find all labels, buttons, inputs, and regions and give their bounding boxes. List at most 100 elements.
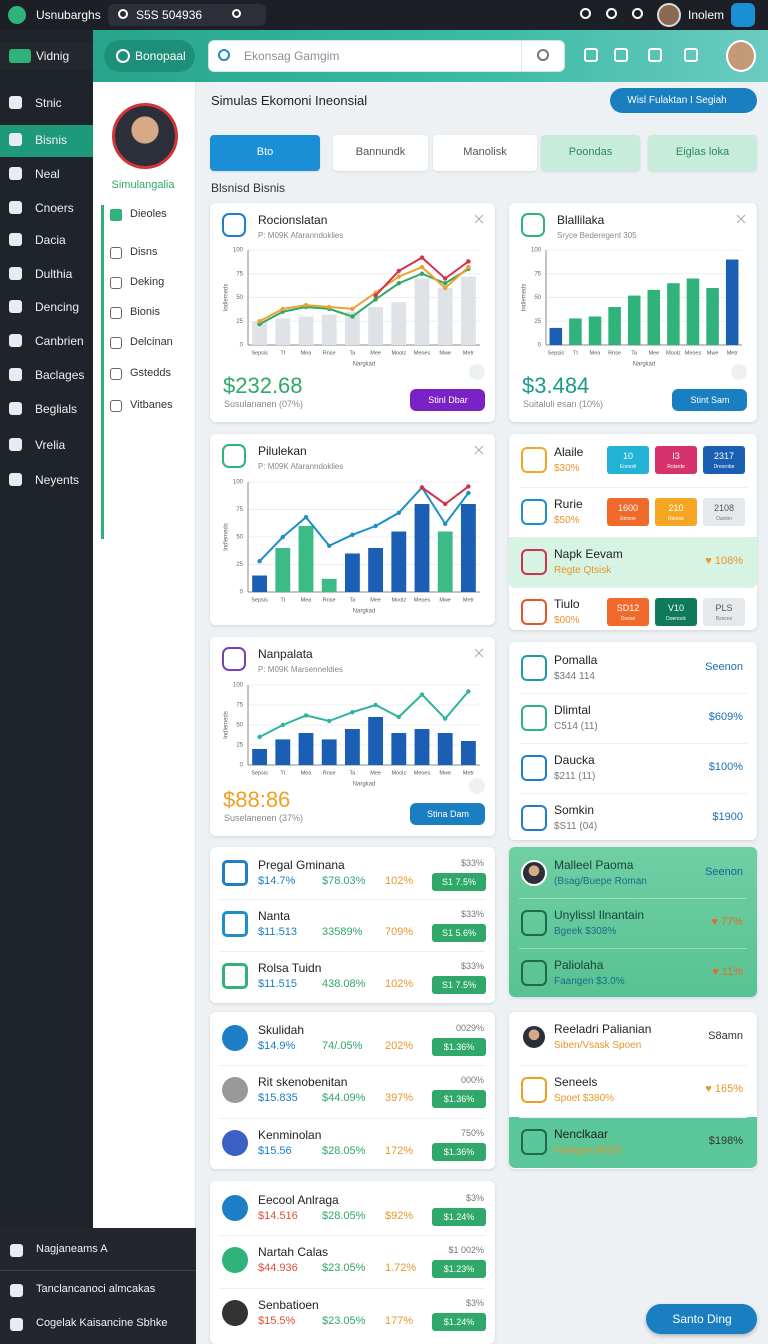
footer-icon[interactable] [10, 1284, 23, 1297]
row-title: Dlimtal [554, 702, 591, 717]
header-icon[interactable] [684, 48, 698, 62]
stat-box-label: Bsnces [715, 616, 733, 622]
sub-nav-icon[interactable] [110, 247, 122, 259]
row-button[interactable] [432, 924, 486, 942]
tab[interactable] [433, 135, 537, 171]
sub-nav-icon[interactable] [110, 337, 122, 349]
row-icon [521, 447, 547, 473]
header-icon[interactable] [614, 48, 628, 62]
stat-box [703, 598, 745, 626]
header-avatar[interactable] [726, 40, 756, 72]
row-stat: 172% [385, 1145, 414, 1158]
card-button[interactable] [410, 389, 485, 411]
card-title: Nanpalata [258, 646, 313, 661]
row-value: Seenon [705, 661, 743, 674]
sidebar-icon[interactable] [9, 368, 22, 381]
sidebar-icon[interactable] [9, 267, 22, 280]
card-button[interactable] [410, 803, 485, 825]
row-button-text: $1.23% [443, 1263, 475, 1274]
row-top-value: 750% [460, 1127, 484, 1138]
row-stat: $15.5% [258, 1315, 296, 1328]
row-icon [521, 860, 547, 886]
row-button[interactable] [432, 873, 486, 891]
row-button[interactable] [432, 1090, 486, 1108]
sidebar-icon[interactable] [9, 96, 22, 109]
top-search[interactable] [108, 4, 266, 26]
footer-icon[interactable] [10, 1244, 23, 1257]
row-button[interactable] [432, 1260, 486, 1278]
stat-box [703, 446, 745, 474]
row-value: $1900 [712, 811, 743, 824]
tab[interactable] [333, 135, 428, 171]
sidebar-item: Cnoers [35, 200, 74, 215]
row-subtitle: C514 (11) [554, 721, 598, 732]
sub-nav-icon[interactable] [110, 368, 122, 380]
card-subtitle: P: M09K Marsenneldies [258, 665, 343, 675]
section-title: Blsnisd Bisnis [211, 180, 286, 195]
row-subtitle: Spoet $380% [554, 1093, 615, 1104]
sub-nav-item: Disns [130, 246, 158, 259]
card-value: $88:86 [223, 786, 291, 812]
sidebar-icon[interactable] [9, 402, 22, 415]
row-button-text: S1 7.5% [441, 979, 477, 990]
page-title: Simulas Ekomoni Ineonsial [211, 93, 368, 109]
row-button-text: S1 7.5% [441, 876, 477, 887]
row-icon [222, 1300, 248, 1326]
sidebar-icon[interactable] [9, 233, 22, 246]
top-icon[interactable] [632, 8, 643, 19]
footer-icon[interactable] [10, 1318, 23, 1331]
sub-nav-rail [101, 205, 104, 539]
list-card [509, 847, 757, 997]
row-button[interactable] [432, 976, 486, 994]
sub-nav-icon[interactable] [110, 209, 122, 221]
tab[interactable] [541, 135, 640, 171]
footer-divider [0, 1270, 196, 1271]
stat-box-label: Doesn [620, 616, 636, 622]
row-stat: $28.05% [322, 1210, 366, 1223]
sidebar-icon[interactable] [9, 167, 22, 180]
header-icon[interactable] [584, 48, 598, 62]
card-button[interactable] [672, 389, 747, 411]
sidebar-item: Dulthia [35, 266, 73, 281]
sidebar-icon[interactable] [9, 133, 22, 146]
action-button[interactable] [610, 88, 757, 113]
sidebar-icon[interactable] [9, 201, 22, 214]
sidebar-icon[interactable] [9, 49, 31, 63]
sidebar-icon[interactable] [9, 438, 22, 451]
row-title: Nanta [258, 908, 291, 923]
tab-label: Bto [256, 146, 274, 159]
float-button[interactable] [646, 1304, 757, 1334]
top-icon[interactable] [580, 8, 591, 19]
sidebar-item: Beglials [35, 401, 78, 416]
tab[interactable] [648, 135, 757, 171]
sub-nav-icon[interactable] [110, 307, 122, 319]
row-button[interactable] [432, 1208, 486, 1226]
row-icon [521, 910, 547, 936]
row-title: Napk Eevam [554, 546, 623, 561]
sub-nav-icon[interactable] [110, 400, 122, 412]
sidebar-item: Vrelia [35, 437, 66, 452]
row-button[interactable] [432, 1143, 486, 1161]
header-icon[interactable] [648, 48, 662, 62]
row-icon [521, 599, 547, 625]
user-avatar[interactable] [657, 3, 681, 27]
sidebar-icon[interactable] [9, 334, 22, 347]
top-icon[interactable] [606, 8, 617, 19]
row-stat: 1.72% [385, 1262, 417, 1275]
row-subtitle: $344 114 [554, 671, 595, 682]
sidebar-icon[interactable] [9, 473, 22, 486]
row-button[interactable] [432, 1038, 486, 1056]
row-button[interactable] [432, 1313, 486, 1331]
row-stat: $78.03% [322, 875, 366, 888]
sidebar-item: Stnic [35, 95, 62, 110]
card-value: $232.68 [223, 372, 303, 398]
row-value: ♥ 11% [712, 966, 743, 979]
sub-nav-icon[interactable] [110, 277, 122, 289]
row-value: $198% [708, 1135, 743, 1148]
tab[interactable] [210, 135, 320, 171]
user-badge[interactable] [731, 3, 755, 27]
sidebar-item: Neyents [35, 472, 80, 487]
header-search[interactable] [208, 40, 565, 72]
sidebar-icon[interactable] [9, 300, 22, 313]
sub-nav-item: Vitbanes [130, 399, 173, 412]
